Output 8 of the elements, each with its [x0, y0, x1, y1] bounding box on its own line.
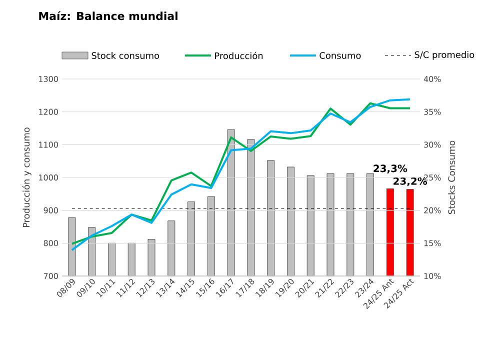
legend-label: S/C promedio	[414, 51, 474, 60]
y-axis-title: Producción y consumo	[22, 128, 32, 228]
chart-title: Maíz: Balance mundial	[39, 11, 178, 20]
y2-axis-title: Stocks Consumo	[448, 140, 456, 214]
data-label: 23,3%	[374, 164, 408, 174]
legend-label: Producción	[215, 52, 263, 60]
legend-label: Stock consumo	[92, 52, 160, 59]
legend-label: Consumo	[320, 52, 361, 59]
